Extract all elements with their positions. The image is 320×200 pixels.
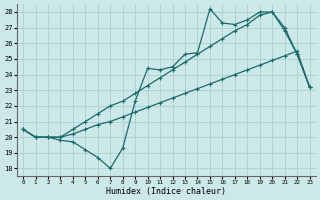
X-axis label: Humidex (Indice chaleur): Humidex (Indice chaleur): [106, 187, 226, 196]
